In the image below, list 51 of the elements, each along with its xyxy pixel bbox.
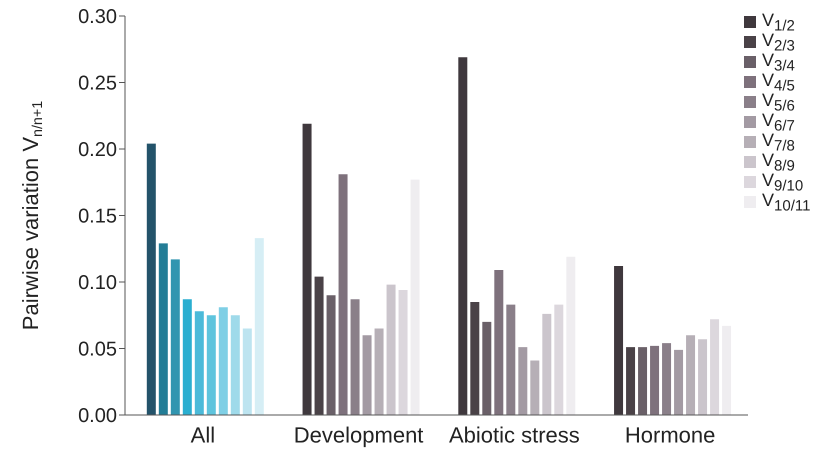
x-tick-label: All — [190, 422, 216, 448]
bar — [482, 322, 492, 415]
bar — [302, 124, 312, 415]
bar — [626, 347, 636, 415]
bar — [674, 350, 684, 415]
bar — [542, 314, 552, 415]
bar — [710, 319, 720, 415]
y-tick-label: 0.05 — [78, 338, 117, 361]
bar — [206, 315, 216, 415]
bar — [374, 328, 384, 415]
y-tick-label: 0.30 — [78, 6, 117, 28]
bar — [638, 347, 648, 415]
bar — [458, 57, 468, 415]
bar — [170, 259, 180, 415]
bar — [686, 335, 696, 415]
bar — [530, 360, 540, 415]
y-tick-label: 0.20 — [78, 139, 117, 162]
bar — [650, 346, 660, 415]
bar — [698, 339, 708, 415]
bar — [494, 270, 504, 415]
bar — [254, 238, 264, 415]
bar — [314, 276, 324, 415]
bar — [470, 302, 480, 415]
x-tick-label: Development — [294, 422, 424, 448]
bar — [386, 284, 396, 415]
bar — [218, 307, 228, 415]
y-tick-label: 0.10 — [78, 272, 117, 294]
bar — [326, 295, 336, 415]
y-tick-label: 0.25 — [78, 72, 117, 95]
bar — [182, 299, 192, 415]
x-tick-label: Abiotic stress — [448, 422, 580, 448]
x-tick-label: Hormone — [624, 422, 716, 448]
bar — [722, 326, 732, 415]
bar — [194, 311, 204, 415]
bar — [242, 328, 252, 415]
bar — [146, 144, 156, 415]
bar — [506, 304, 516, 415]
bar — [662, 343, 672, 415]
y-tick-label: 0.15 — [78, 206, 117, 228]
bar — [158, 243, 168, 415]
bar — [398, 290, 408, 415]
bar — [230, 315, 240, 415]
y-tick-label: 0.00 — [78, 405, 117, 428]
bar — [362, 335, 372, 415]
bar — [554, 304, 564, 415]
bar — [350, 299, 360, 415]
bar — [566, 256, 576, 415]
bar — [614, 266, 624, 415]
bar — [410, 180, 420, 415]
bar — [518, 347, 528, 415]
bar — [338, 174, 348, 415]
